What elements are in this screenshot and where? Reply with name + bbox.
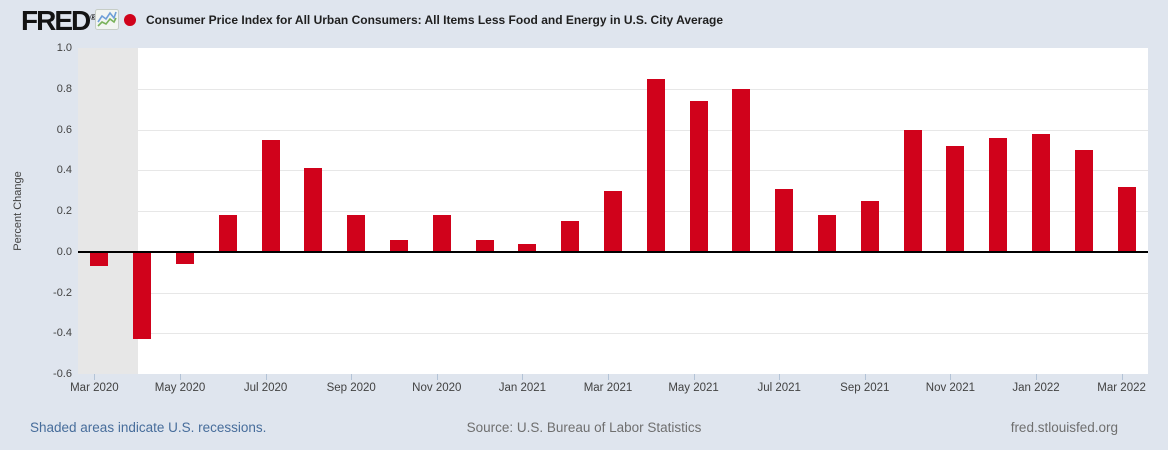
- x-axis-tick-label: May 2021: [668, 382, 719, 394]
- x-axis-tick: [180, 374, 181, 380]
- x-axis-tick-label: Nov 2020: [412, 382, 462, 394]
- y-axis-tick-label: -0.6: [53, 368, 72, 380]
- y-axis-tick-label: -0.4: [53, 327, 72, 340]
- y-axis-tick-label: 0.6: [56, 123, 72, 136]
- x-axis-tick-label: Jul 2020: [243, 382, 288, 394]
- bar-feb-2022[interactable]: [1074, 149, 1093, 252]
- x-axis-tick-label: Jul 2021: [757, 382, 801, 394]
- y-axis-tick-label: 0.0: [56, 245, 72, 258]
- x-axis-tick: [436, 374, 438, 380]
- line-chart-icon: [95, 9, 119, 35]
- gridline: [78, 170, 1148, 172]
- bar-apr-2020[interactable]: [133, 251, 152, 340]
- y-axis-tick-label: -0.2: [53, 286, 72, 299]
- x-axis-tick-label: Sep 2020: [326, 382, 376, 394]
- gridline: [78, 292, 1148, 294]
- bar-oct-2021[interactable]: [903, 129, 922, 252]
- y-axis-tick-label: 0.2: [56, 205, 72, 217]
- x-axis-tick: [1036, 374, 1037, 380]
- recessions-note-link[interactable]: Shaded areas indicate U.S. recessions.: [30, 420, 267, 435]
- x-axis-tick-label: Jan 2021: [498, 382, 547, 394]
- plot-area: [78, 48, 1148, 374]
- bar-jun-2020[interactable]: [218, 215, 237, 252]
- zero-axis-line: [78, 250, 1148, 253]
- registered-mark: ®: [90, 12, 97, 22]
- x-axis-tick-label: Mar 2021: [583, 382, 633, 394]
- x-axis-tick: [351, 374, 353, 380]
- x-axis-tick: [950, 374, 952, 380]
- gridline: [78, 88, 1148, 90]
- bar-jul-2021[interactable]: [775, 188, 794, 252]
- fred-logo[interactable]: FRED®: [21, 5, 97, 36]
- x-axis-tick-label: Nov 2021: [925, 382, 975, 394]
- x-axis-tick: [608, 374, 609, 380]
- x-axis-tick-label: Sep 2021: [840, 382, 890, 394]
- bar-sep-2021[interactable]: [860, 200, 879, 252]
- bar-nov-2020[interactable]: [432, 215, 451, 252]
- bar-jul-2020[interactable]: [261, 139, 280, 252]
- bar-mar-2020[interactable]: [90, 251, 109, 266]
- x-axis-tick: [522, 374, 524, 380]
- fred-site-link[interactable]: fred.stlouisfed.org: [1010, 420, 1118, 435]
- series-title: Consumer Price Index for All Urban Consu…: [146, 13, 724, 27]
- x-axis-tick: [693, 374, 695, 380]
- bar-may-2021[interactable]: [689, 100, 708, 252]
- bar-nov-2021[interactable]: [946, 145, 965, 252]
- bar-oct-2020[interactable]: [390, 239, 408, 252]
- bar-dec-2020[interactable]: [475, 239, 494, 252]
- bar-jan-2021[interactable]: [518, 243, 537, 252]
- x-axis-tick-label: Jan 2022: [1012, 382, 1060, 394]
- bar-jan-2022[interactable]: [1032, 133, 1050, 252]
- y-axis-tick-label: 0.4: [56, 164, 72, 177]
- x-axis-tick-label: May 2020: [154, 382, 206, 394]
- y-axis-title: Percent Change: [12, 171, 24, 251]
- bar-sep-2020[interactable]: [347, 215, 366, 252]
- bar-apr-2021[interactable]: [646, 78, 665, 252]
- bar-jun-2021[interactable]: [732, 88, 751, 252]
- gridline: [78, 333, 1148, 335]
- x-axis-tick: [864, 374, 866, 380]
- bar-aug-2021[interactable]: [818, 215, 836, 252]
- x-axis-tick: [779, 374, 781, 380]
- bar-aug-2020[interactable]: [304, 168, 323, 252]
- y-axis-tick-label: 0.8: [56, 82, 72, 95]
- bar-mar-2021[interactable]: [604, 190, 622, 252]
- gridline: [78, 129, 1148, 131]
- graph-footer: Shaded areas indicate U.S. recessions. S…: [0, 410, 1168, 450]
- x-axis-tick-label: Mar 2022: [1097, 382, 1146, 394]
- x-axis-tick: [94, 374, 96, 380]
- bar-mar-2022[interactable]: [1117, 186, 1136, 252]
- graph-header: FRED® Consumer Price Index for All Urban…: [0, 0, 1168, 42]
- x-axis-tick-label: Mar 2020: [70, 382, 119, 394]
- series-legend-dot-icon: [124, 14, 136, 26]
- y-axis-tick-label: 1.0: [56, 42, 72, 54]
- x-axis-tick: [265, 374, 267, 380]
- x-axis-tick: [1121, 374, 1123, 380]
- bar-may-2020[interactable]: [176, 251, 194, 264]
- bar-dec-2021[interactable]: [989, 137, 1008, 252]
- bar-feb-2021[interactable]: [561, 221, 580, 252]
- data-source-label: Source: U.S. Bureau of Labor Statistics: [466, 420, 702, 435]
